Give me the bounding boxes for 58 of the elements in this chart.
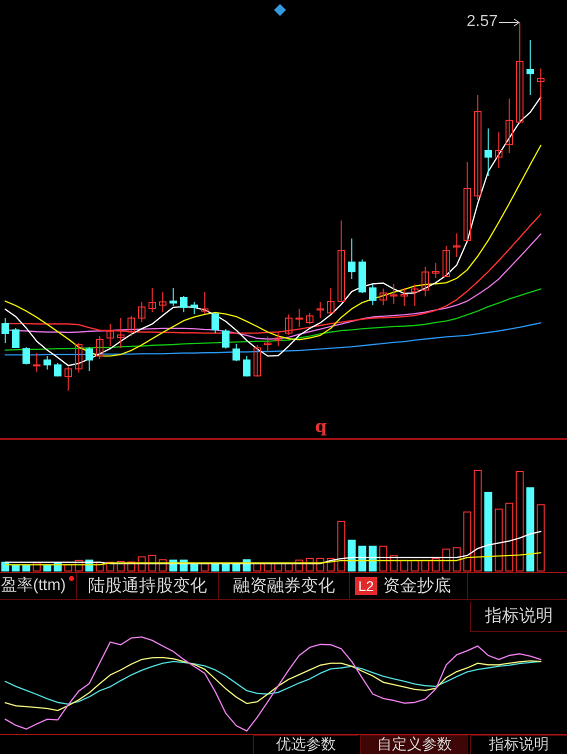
candlestick [190,301,198,315]
candlestick [410,284,419,306]
candlestick [516,22,524,125]
candlestick [211,312,220,334]
candlestick [180,295,188,313]
badge: L2 [355,577,377,595]
candlestick [295,308,304,328]
candlestick [169,287,178,306]
candlestick [379,288,388,306]
tab: L2 资金抄底 [350,573,468,599]
candlestick [74,342,83,374]
candlestick [442,245,450,278]
annotation: 2.57 [466,13,498,32]
tab: 融资融券变化 [219,573,350,599]
candlestick [32,352,41,372]
candlestick [22,346,30,365]
candlestick [54,362,62,378]
candlestick [85,346,94,372]
candlestick [526,40,534,96]
candlestick [43,355,52,370]
candlestick [1,318,10,344]
candlestick [432,262,440,278]
candlestick [64,366,72,392]
candlestick [232,343,240,362]
candlestick [96,336,104,360]
candlestick [474,94,482,200]
candlestick [158,291,167,313]
candlestick [421,266,430,297]
candlestick [264,336,272,352]
candlestick [452,232,461,258]
candlestick [368,284,377,306]
candlestick [242,355,251,378]
candlestick [222,328,230,350]
text: q [315,417,327,437]
candlestick [400,287,408,306]
candlestick [494,132,503,168]
candlestick [12,328,20,348]
tab: 指标说明 [470,735,567,754]
candlestick [505,98,514,154]
candlestick [463,161,472,242]
tab: 盈率(ttm) [0,573,77,599]
candlestick [348,238,356,280]
candlestick [148,287,156,313]
candlestick [306,312,314,325]
tab: 自定义参数 [360,735,468,754]
candlestick [337,220,346,302]
tab: 优选参数 [253,735,358,754]
bar [526,487,534,572]
candlestick [484,128,492,176]
candlestick [253,344,262,378]
candlestick [326,287,335,315]
candlestick [138,301,146,323]
candlestick [316,301,324,319]
candlestick [536,68,545,120]
tab: 陆股通持股变化 [77,573,219,599]
bar [484,492,492,572]
candlestick [390,283,398,305]
candlestick [200,291,209,315]
